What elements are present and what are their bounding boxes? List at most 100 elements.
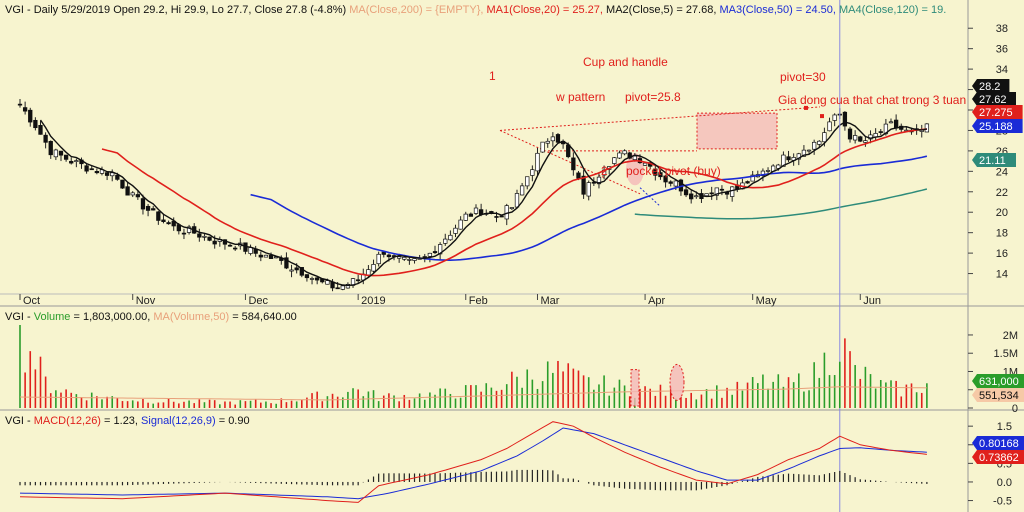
volume-highlight-2	[669, 363, 685, 401]
pocket-pivot-arrow	[639, 187, 661, 207]
price-pill-3-bg	[972, 119, 1023, 133]
candle-body	[386, 254, 392, 258]
pocket-pivot-label: pocket pivot (buy)	[626, 164, 721, 178]
price-pill-1: 27.62	[972, 92, 1016, 106]
candle-body	[714, 187, 719, 196]
candle-body	[893, 119, 899, 129]
price-tick-label: 38	[996, 23, 1008, 35]
candle-body	[550, 136, 556, 142]
price-header-part-4: MA3(Close,50) = 24.50,	[719, 4, 839, 16]
candle-body	[776, 164, 781, 169]
candle-body	[53, 149, 59, 158]
price-header-part-5: MA4(Close,120) = 19.	[839, 4, 946, 16]
volume-pill-0-bg	[972, 374, 1024, 388]
candle-body	[555, 134, 561, 143]
volume-tick-label: 1.5M	[994, 348, 1018, 360]
volume-pill-1-text: 551,534	[979, 390, 1019, 402]
price-header-part-2: MA1(Close,20) = 25.27,	[487, 4, 607, 16]
x-tick-label: Nov	[136, 295, 156, 307]
candle-body	[689, 193, 694, 200]
candle-body	[617, 152, 622, 159]
volume-pill-0-text: 631,000	[979, 376, 1019, 388]
macd-header-part-2: = 1.23,	[101, 415, 141, 427]
candle-body	[268, 254, 274, 259]
candle-body	[924, 123, 930, 133]
volume-header-part-3: MA(Volume,50)	[153, 311, 229, 323]
candle-body	[443, 238, 448, 244]
x-tick-label: Jun	[863, 295, 881, 307]
candle-body	[627, 152, 632, 159]
candle-body	[612, 157, 617, 164]
candle-body	[376, 253, 381, 265]
candle-body	[89, 168, 94, 171]
candle-body	[535, 152, 540, 172]
price-pill-4: 21.11	[972, 153, 1016, 167]
price-tick-label: 14	[996, 269, 1008, 281]
candle-body	[427, 252, 433, 257]
point-1-label: 1	[489, 69, 496, 83]
candle-body	[852, 135, 858, 141]
candle-body	[786, 156, 791, 161]
price-tick-label: 18	[996, 228, 1008, 240]
candle-body	[166, 222, 171, 225]
candle-body	[458, 219, 463, 230]
candle-body	[340, 285, 345, 290]
macd-header-part-4: = 0.90	[216, 415, 250, 427]
signal-line	[19, 427, 927, 500]
x-tick-label: May	[756, 295, 777, 307]
macd-header-part-0: VGI -	[5, 415, 34, 427]
volume-ma-line	[19, 386, 927, 401]
macd-pill-1-text: 0.73862	[979, 452, 1019, 464]
volume-tick-label: 0	[1012, 403, 1018, 415]
handle-note-label: Gia dong cua that chat trong 3 tuan	[778, 93, 966, 107]
candle-body	[135, 194, 140, 198]
candle-body	[28, 109, 33, 123]
candle-body	[309, 278, 315, 280]
candle-body	[104, 172, 110, 176]
candle-body	[832, 114, 837, 121]
price-tick-label: 34	[996, 64, 1008, 76]
price-pill-0-bg	[972, 79, 1010, 93]
macd-pill-0: 0.80168	[972, 436, 1024, 450]
macd-header-part-3: Signal(12,26,9)	[141, 415, 216, 427]
macd-pill-0-bg	[972, 436, 1024, 450]
candle-body	[888, 121, 894, 124]
candle-body	[540, 141, 545, 153]
candle-body	[335, 287, 340, 290]
candle-body	[345, 283, 351, 289]
macd-tick-label: -0.5	[993, 496, 1012, 508]
price-header-part-3: MA2(Close,5) = 27.68,	[606, 4, 719, 16]
candle-body	[694, 195, 699, 198]
candle-body	[806, 149, 812, 152]
candle-body	[468, 213, 474, 217]
cup-handle-label: Cup and handle	[583, 55, 668, 69]
candle-body	[473, 207, 479, 214]
pivot-30-label: pivot=30	[780, 70, 826, 84]
price-tick-label: 22	[996, 187, 1008, 199]
macd-header: VGI - MACD(12,26) = 1.23, Signal(12,26,9…	[5, 415, 250, 427]
candle-body	[509, 207, 515, 209]
candle-body	[17, 103, 23, 106]
candle-body	[432, 251, 438, 254]
x-tick-label: Feb	[469, 295, 488, 307]
candle-body	[719, 188, 725, 191]
candle-body	[48, 140, 53, 156]
price-header-part-0: VGI - Daily 5/29/2019 Open 29.2, Hi 29.9…	[5, 4, 349, 16]
candle-body	[668, 181, 673, 184]
x-tick-label: Dec	[248, 295, 268, 307]
candle-body	[448, 234, 453, 241]
macd-pill-1-bg	[972, 450, 1024, 464]
candle-body	[463, 213, 468, 221]
candle-body	[745, 181, 750, 184]
ma50-line	[250, 155, 928, 262]
candle-body	[863, 140, 868, 143]
candle-body	[69, 160, 74, 164]
handle-consolidation-box	[696, 112, 778, 150]
price-header: VGI - Daily 5/29/2019 Open 29.2, Hi 29.9…	[5, 4, 946, 16]
pivot-25-8-label: pivot=25.8	[625, 90, 681, 104]
candle-body	[130, 192, 135, 196]
candle-body	[115, 174, 120, 180]
candle-body	[781, 154, 786, 167]
